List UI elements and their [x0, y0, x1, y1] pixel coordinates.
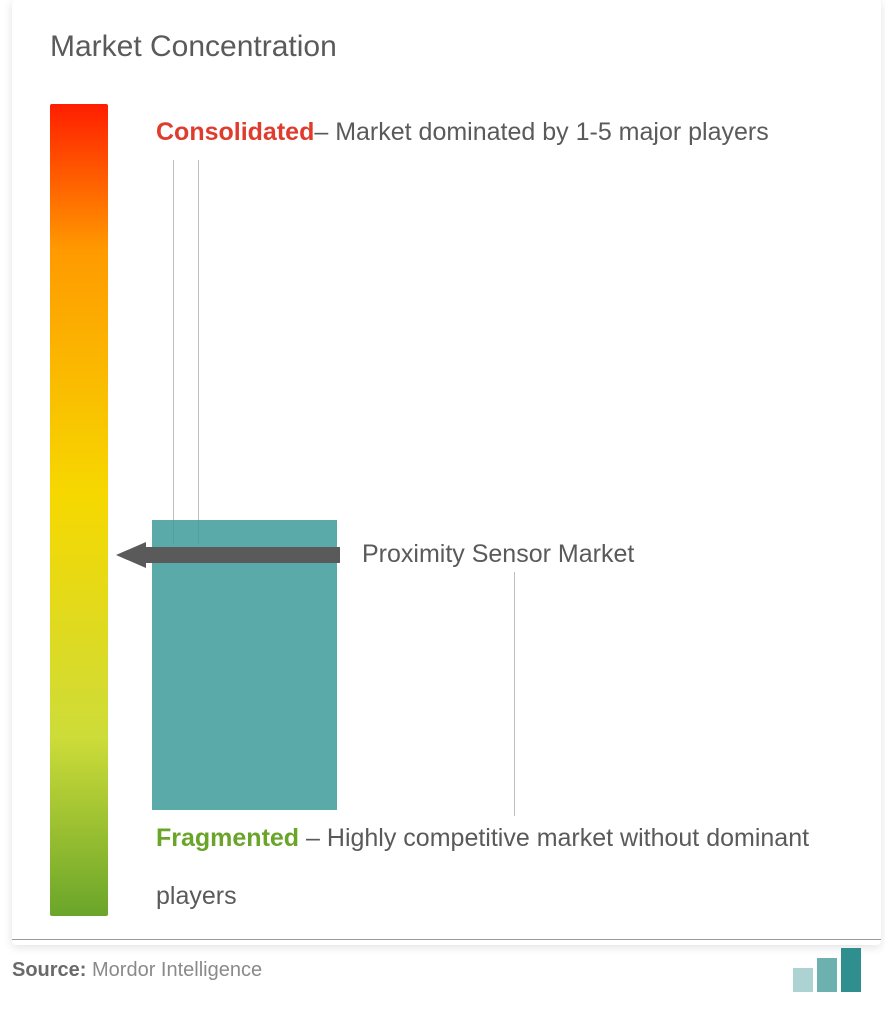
- footer: Source: Mordor Intelligence: [12, 939, 881, 992]
- source-value: Mordor Intelligence: [86, 959, 262, 981]
- consolidated-label: Consolidated: [156, 118, 314, 146]
- logo-bar: [841, 948, 861, 992]
- connector-line: [173, 160, 174, 544]
- connector-line: [514, 572, 515, 816]
- brand-logo-icon: [793, 948, 881, 992]
- page-title: Market Concentration: [50, 30, 851, 64]
- arrow-stem: [144, 547, 340, 563]
- logo-bar: [817, 958, 837, 992]
- market-name-label: Proximity Sensor Market: [362, 540, 634, 569]
- arrow-head-icon: [116, 542, 146, 568]
- infographic-card: Market Concentration Consolidated– Marke…: [12, 0, 881, 945]
- consolidated-description: Consolidated– Market dominated by 1-5 ma…: [156, 104, 836, 162]
- concentration-gradient-bar: [50, 104, 108, 916]
- fragmented-label: Fragmented: [156, 824, 299, 852]
- source-label: Source:: [12, 959, 86, 981]
- fragmented-description: Fragmented – Highly competitive market w…: [156, 810, 876, 925]
- consolidated-text: – Market dominated by 1-5 major players: [314, 118, 768, 146]
- diagram-area: Consolidated– Market dominated by 1-5 ma…: [50, 104, 851, 924]
- source-attribution: Source: Mordor Intelligence: [12, 959, 262, 982]
- connector-line: [198, 160, 199, 544]
- indicator-arrow: [116, 542, 340, 568]
- logo-bar: [793, 968, 813, 992]
